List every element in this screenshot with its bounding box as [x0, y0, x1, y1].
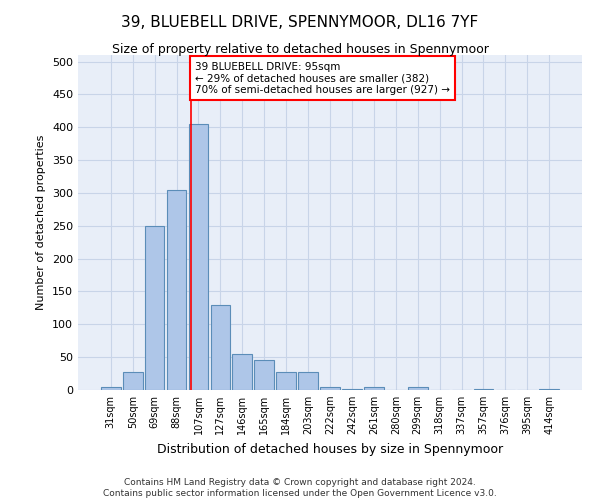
- Text: Contains HM Land Registry data © Crown copyright and database right 2024.
Contai: Contains HM Land Registry data © Crown c…: [103, 478, 497, 498]
- Bar: [276, 372, 296, 390]
- Bar: [123, 372, 143, 390]
- Bar: [320, 386, 340, 390]
- Y-axis label: Number of detached properties: Number of detached properties: [37, 135, 46, 310]
- Bar: [298, 372, 318, 390]
- Bar: [101, 386, 121, 390]
- Bar: [408, 386, 428, 390]
- Bar: [473, 388, 493, 390]
- Bar: [145, 226, 164, 390]
- Text: 39 BLUEBELL DRIVE: 95sqm
← 29% of detached houses are smaller (382)
70% of semi-: 39 BLUEBELL DRIVE: 95sqm ← 29% of detach…: [195, 62, 450, 95]
- Text: 39, BLUEBELL DRIVE, SPENNYMOOR, DL16 7YF: 39, BLUEBELL DRIVE, SPENNYMOOR, DL16 7YF: [121, 15, 479, 30]
- Bar: [364, 386, 384, 390]
- Bar: [188, 124, 208, 390]
- Bar: [167, 190, 187, 390]
- Bar: [342, 388, 362, 390]
- Bar: [232, 354, 252, 390]
- Bar: [539, 388, 559, 390]
- Bar: [211, 304, 230, 390]
- X-axis label: Distribution of detached houses by size in Spennymoor: Distribution of detached houses by size …: [157, 442, 503, 456]
- Text: Size of property relative to detached houses in Spennymoor: Size of property relative to detached ho…: [112, 42, 488, 56]
- Bar: [254, 360, 274, 390]
